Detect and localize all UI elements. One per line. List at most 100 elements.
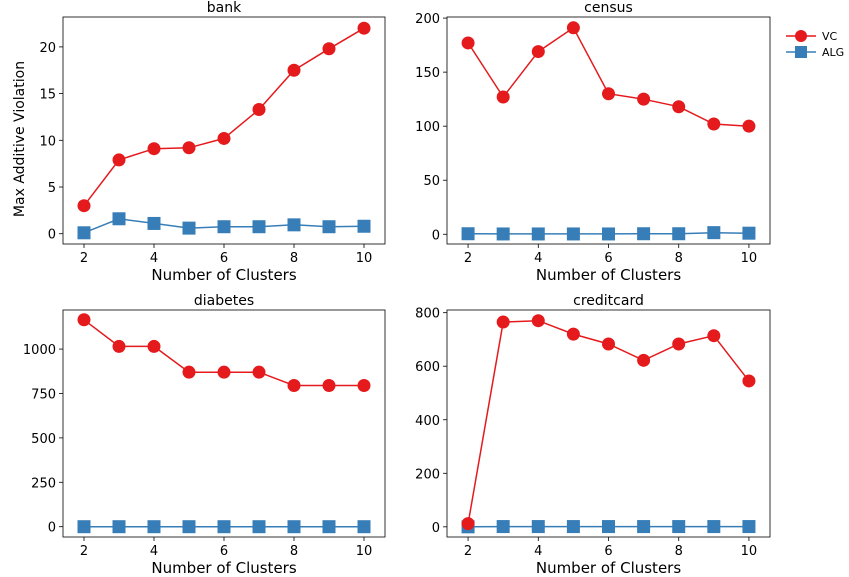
data-point-alg [672,520,686,534]
x-tick-label: 2 [464,251,472,266]
data-point-alg [672,227,686,241]
data-point-vc [566,21,580,35]
y-tick-label: 200 [415,12,440,27]
data-point-alg [531,227,545,241]
subplot-title: census [584,0,633,16]
y-tick-label: 0 [48,228,56,243]
data-point-vc [322,378,336,392]
data-point-vc [672,337,686,351]
data-point-vc [742,374,756,388]
data-point-vc [182,365,196,379]
data-point-vc [77,199,91,213]
data-point-alg [637,227,651,241]
data-point-vc [112,339,126,353]
data-point-alg [357,219,371,233]
y-tick-label: 200 [415,467,440,482]
data-point-alg [707,520,721,534]
y-tick-label: 750 [31,387,56,402]
data-point-alg [566,227,580,241]
plot-frame [446,16,771,245]
y-tick-label: 150 [415,66,440,81]
x-tick-label: 4 [150,544,158,559]
subplot-diabetes: diabetes 2 4 6 8 10 0 250 500 750 1000 Number of Cl… [23,293,386,577]
legend-alg-label: ALG [822,46,844,59]
y-tick-label: 100 [415,120,440,135]
x-axis-label: Number of Clusters [536,266,681,284]
y-tick-label: 400 [415,414,440,429]
data-point-vc [707,117,721,131]
data-point-vc [602,337,615,351]
legend-vc-label: VC [822,30,838,43]
data-point-vc [637,92,651,106]
data-point-alg [496,227,510,241]
subplot-title: diabetes [194,293,254,309]
x-tick-label: 10 [741,251,758,266]
x-tick-label: 8 [675,544,683,559]
x-tick-label: 2 [464,544,472,559]
y-axis-label: Max Additive Violation [12,61,28,217]
x-tick-label: 6 [220,251,228,266]
x-tick-label: 10 [356,251,373,266]
y-tick-label: 500 [31,432,56,447]
data-point-vc [531,45,545,59]
data-point-vc [461,36,475,50]
data-point-alg [147,520,161,534]
x-axis-label: Number of Clusters [151,266,296,284]
data-point-alg [357,520,371,534]
data-point-alg [531,520,545,534]
data-point-alg [252,220,266,234]
x-tick-label: 6 [604,251,612,266]
data-point-vc [112,153,126,167]
data-point-alg [287,218,301,232]
y-tick-label: 50 [423,174,440,189]
data-point-alg [112,520,126,534]
data-point-alg [742,520,756,534]
subplot-title: creditcard [573,293,644,309]
data-point-alg [742,226,756,240]
data-point-alg [147,216,161,230]
x-tick-label: 8 [675,251,683,266]
data-point-vc [182,141,196,155]
x-tick-label: 6 [220,544,228,559]
data-point-vc [147,142,161,156]
legend-alg-marker [795,46,807,58]
data-point-alg [461,227,475,241]
data-point-vc [322,42,336,56]
y-tick-label: 0 [432,521,440,536]
data-point-vc [147,339,161,353]
data-point-vc [252,102,266,116]
data-point-vc [252,365,266,379]
x-tick-label: 4 [534,251,542,266]
x-axis-label: Number of Clusters [536,559,681,577]
x-tick-label: 8 [290,251,298,266]
data-point-vc [672,100,686,114]
x-tick-label: 2 [80,544,88,559]
data-point-alg [707,226,721,240]
data-point-alg [182,520,196,534]
subplot-title: bank [207,0,242,16]
data-point-alg [602,520,615,534]
data-point-vc [287,63,301,77]
y-tick-label: 15 [39,88,56,103]
data-point-alg [77,226,91,240]
data-point-alg [322,220,336,234]
x-tick-label: 4 [150,251,158,266]
y-tick-label: 800 [415,307,440,322]
data-point-vc [602,87,615,101]
data-point-alg [252,520,266,534]
data-point-alg [637,520,651,534]
plot-frame [62,309,386,538]
data-point-vc [357,21,371,35]
legend: VC ALG [786,30,844,59]
data-point-vc [217,365,231,379]
x-tick-label: 10 [356,544,373,559]
y-tick-label: 0 [432,228,440,243]
data-point-alg [496,520,510,534]
y-tick-label: 1000 [23,343,56,358]
data-point-alg [77,520,91,534]
y-tick-label: 250 [31,476,56,491]
data-point-vc [707,329,721,343]
data-point-vc [637,353,651,367]
x-tick-label: 4 [534,544,542,559]
